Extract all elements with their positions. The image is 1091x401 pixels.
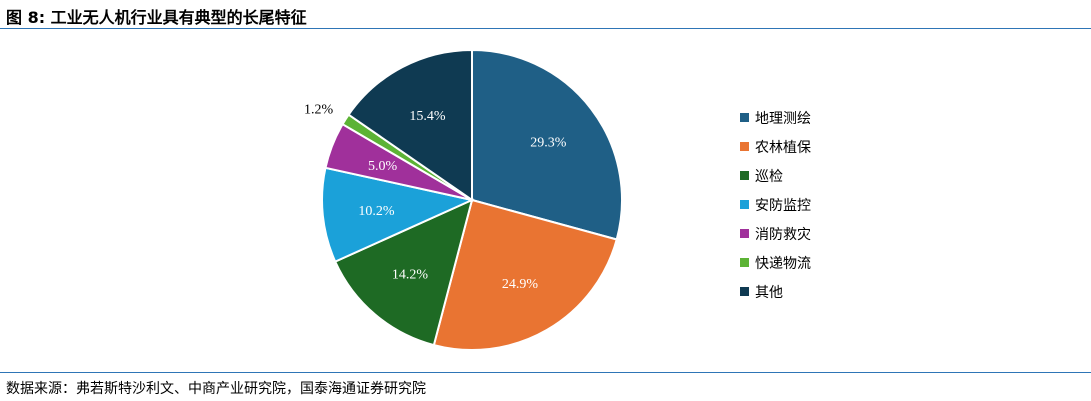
legend-label: 快递物流 xyxy=(755,255,811,272)
legend-item-1: 农林植保 xyxy=(740,132,811,161)
pie-slice-1 xyxy=(432,198,618,351)
title-divider xyxy=(0,28,1091,29)
legend-item-5: 快递物流 xyxy=(740,248,811,277)
pie-slice-6 xyxy=(347,48,473,202)
chart-legend: 地理测绘农林植保巡检安防监控消防救灾快递物流其他 xyxy=(740,103,811,306)
pie-chart: 29.3% 24.9% 14.2% 10.2% 5.0% 1.2% 15.4% xyxy=(304,48,623,351)
legend-item-4: 消防救灾 xyxy=(740,219,811,248)
pie-label-6: 15.4% xyxy=(409,109,446,124)
legend-item-2: 巡检 xyxy=(740,161,811,190)
legend-swatch xyxy=(740,229,749,238)
legend-swatch xyxy=(740,113,749,122)
pie-label-5: 1.2% xyxy=(304,103,334,118)
legend-label: 安防监控 xyxy=(755,197,811,214)
legend-label: 消防救灾 xyxy=(755,226,811,243)
legend-item-6: 其他 xyxy=(740,277,811,306)
legend-item-3: 安防监控 xyxy=(740,190,811,219)
figure-title: 图 8: 工业无人机行业具有典型的长尾特征 xyxy=(6,8,307,27)
data-source-note: 数据来源：弗若斯特沙利文、中商产业研究院，国泰海通证券研究院 xyxy=(6,381,426,397)
legend-swatch xyxy=(740,142,749,151)
legend-swatch xyxy=(740,171,749,180)
legend-label: 农林植保 xyxy=(755,139,811,156)
legend-swatch xyxy=(740,287,749,296)
source-divider xyxy=(0,372,1091,373)
legend-label: 其他 xyxy=(755,284,783,301)
legend-item-0: 地理测绘 xyxy=(740,103,811,132)
pie-label-1: 24.9% xyxy=(502,277,539,292)
pie-label-2: 14.2% xyxy=(392,267,429,282)
legend-label: 巡检 xyxy=(755,168,783,185)
legend-swatch xyxy=(740,258,749,267)
pie-slice-0 xyxy=(471,48,623,241)
legend-label: 地理测绘 xyxy=(755,110,811,127)
pie-slice-2 xyxy=(333,198,474,347)
pie-label-4: 5.0% xyxy=(368,159,398,174)
pie-slice-3 xyxy=(321,166,476,263)
legend-swatch xyxy=(740,200,749,209)
pie-label-0: 29.3% xyxy=(530,136,567,151)
pie-label-3: 10.2% xyxy=(358,204,395,219)
